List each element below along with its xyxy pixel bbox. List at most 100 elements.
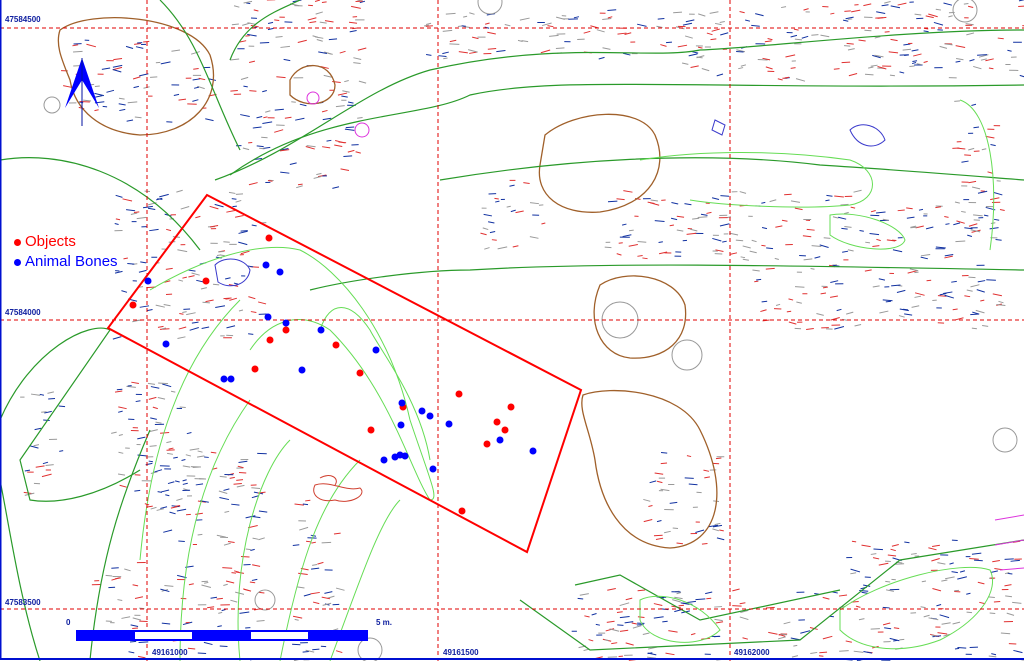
- object-find[interactable]: [458, 507, 466, 515]
- hatch-mark: [643, 518, 653, 523]
- hatch-mark: [205, 118, 214, 122]
- hatch-mark: [684, 35, 693, 39]
- object-find[interactable]: [265, 234, 273, 242]
- hatch-mark: [937, 562, 946, 565]
- object-find[interactable]: [493, 418, 501, 426]
- hatch-mark: [318, 51, 328, 54]
- animal-bone-find[interactable]: [220, 375, 228, 383]
- hatch-mark: [248, 182, 258, 186]
- object-find[interactable]: [455, 390, 463, 398]
- object-find[interactable]: [507, 403, 515, 411]
- hatch-mark: [229, 297, 238, 301]
- object-find[interactable]: [282, 326, 290, 334]
- animal-bone-find[interactable]: [276, 268, 284, 276]
- hatch-mark: [668, 630, 678, 633]
- animal-bone-find[interactable]: [429, 465, 437, 473]
- hatch-mark: [345, 126, 355, 129]
- hatch-mark: [876, 11, 886, 15]
- animal-bone-find[interactable]: [426, 412, 434, 420]
- object-find[interactable]: [483, 440, 491, 448]
- hatch-mark: [874, 36, 881, 39]
- object-find[interactable]: [202, 277, 210, 285]
- animal-bone-find[interactable]: [264, 313, 272, 321]
- hatch-mark: [656, 480, 663, 484]
- object-find[interactable]: [129, 301, 137, 309]
- hatch-mark: [195, 512, 203, 515]
- northing-label: 47583500: [5, 598, 41, 607]
- animal-bone-find[interactable]: [398, 399, 406, 407]
- hatch-mark: [165, 494, 170, 497]
- hatch-mark: [740, 256, 746, 259]
- object-find[interactable]: [367, 426, 375, 434]
- animal-bone-find[interactable]: [445, 420, 453, 428]
- animal-bone-find[interactable]: [144, 277, 152, 285]
- hatch-mark: [822, 635, 833, 640]
- hatch-mark: [1006, 612, 1015, 616]
- hatch-mark: [295, 117, 305, 121]
- hatch-mark: [147, 207, 156, 210]
- hatch-mark: [710, 38, 717, 41]
- animal-bone-find[interactable]: [372, 346, 380, 354]
- animal-bone-find[interactable]: [380, 456, 388, 464]
- animal-bone-find[interactable]: [317, 326, 325, 334]
- hatch-mark: [236, 484, 245, 488]
- hatch-mark: [686, 232, 697, 235]
- hatch-mark: [855, 605, 861, 608]
- object-find[interactable]: [356, 369, 364, 377]
- animal-bone-find[interactable]: [529, 447, 537, 455]
- hatch-mark: [944, 43, 953, 46]
- hatch-mark: [811, 34, 819, 36]
- animal-bone-find[interactable]: [397, 421, 405, 429]
- hatch-mark: [785, 54, 796, 58]
- hatch-mark: [819, 244, 829, 248]
- object-find[interactable]: [251, 365, 259, 373]
- hatch-mark: [139, 305, 150, 308]
- hatch-mark: [267, 27, 274, 31]
- hatch-mark: [219, 497, 230, 501]
- hatch-mark: [155, 421, 162, 424]
- animal-bone-find[interactable]: [418, 407, 426, 415]
- hatch-mark: [714, 22, 722, 26]
- hatch-mark: [251, 578, 258, 581]
- animal-bone-find[interactable]: [162, 340, 170, 348]
- hatch-mark: [909, 268, 919, 272]
- hatch-mark: [796, 301, 802, 304]
- hatch-mark: [970, 284, 980, 288]
- object-find[interactable]: [266, 336, 274, 344]
- hatch-mark: [810, 651, 818, 654]
- hatch-mark: [228, 191, 236, 194]
- animal-bone-find[interactable]: [227, 375, 235, 383]
- animal-bone-find[interactable]: [262, 261, 270, 269]
- hatch-mark: [267, 180, 273, 182]
- hatch-mark: [642, 257, 648, 260]
- object-find[interactable]: [501, 426, 509, 434]
- hatch-mark: [263, 116, 268, 119]
- hatch-mark: [988, 596, 995, 599]
- hatch-mark: [180, 206, 190, 210]
- hatch-mark: [970, 229, 981, 233]
- hatch-mark: [29, 445, 39, 449]
- animal-bone-find[interactable]: [282, 319, 290, 327]
- hatch-mark: [981, 148, 987, 151]
- hatch-mark: [966, 592, 971, 595]
- hatch-mark: [655, 537, 664, 541]
- hatch-mark: [910, 225, 917, 228]
- easting-label: 49162000: [734, 648, 770, 657]
- hatch-mark: [231, 503, 240, 506]
- hatch-mark: [980, 58, 987, 61]
- hatch-mark: [973, 214, 983, 217]
- hatch-mark: [197, 450, 203, 453]
- hatch-mark: [844, 225, 852, 228]
- hatch-mark: [913, 53, 922, 57]
- hatch-mark: [240, 230, 248, 232]
- object-find[interactable]: [332, 341, 340, 349]
- hatch-mark: [688, 483, 698, 486]
- animal-bone-find[interactable]: [496, 436, 504, 444]
- hatch-mark: [845, 640, 852, 643]
- hatch-mark: [218, 490, 228, 494]
- animal-bone-find[interactable]: [401, 452, 409, 460]
- hatch-mark: [114, 270, 123, 274]
- animal-bone-find[interactable]: [298, 366, 306, 374]
